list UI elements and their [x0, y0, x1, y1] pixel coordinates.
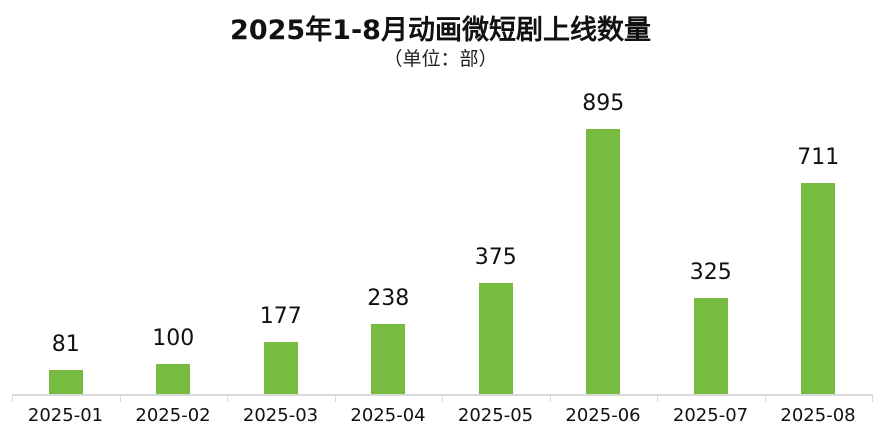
data-label: 711	[797, 145, 840, 170]
bar-2025-08	[801, 183, 836, 394]
x-tick-label: 2025-03	[242, 405, 319, 426]
x-tick-label: 2025-01	[27, 405, 104, 426]
data-label: 325	[689, 260, 732, 285]
x-tick	[657, 394, 658, 402]
data-label: 895	[582, 91, 625, 116]
bar-2025-05	[478, 283, 513, 394]
x-tick-label: 2025-04	[350, 405, 426, 426]
x-tick	[227, 394, 228, 402]
bar-2025-02	[156, 364, 191, 394]
bar-2025-01	[48, 370, 83, 394]
data-label: 238	[367, 286, 410, 311]
x-tick-label: 2025-06	[565, 405, 641, 426]
x-tick	[550, 394, 551, 402]
bar-2025-07	[693, 298, 728, 394]
data-label: 100	[152, 326, 195, 351]
data-label: 375	[474, 245, 517, 270]
x-tick	[872, 394, 873, 402]
x-tick	[120, 394, 121, 402]
x-tick-label: 2025-07	[672, 405, 749, 426]
data-label: 177	[259, 304, 302, 329]
plot-area	[12, 0, 872, 439]
bar-2025-03	[263, 342, 298, 394]
chart-subtitle: （单位：部）	[383, 48, 498, 70]
x-tick	[335, 394, 336, 402]
data-label: 81	[51, 332, 80, 357]
x-tick	[12, 394, 13, 402]
x-tick-label: 2025-05	[457, 405, 534, 426]
x-tick	[442, 394, 443, 402]
bar-2025-06	[586, 129, 621, 394]
bar-2025-04	[371, 324, 406, 394]
chart-title: 2025年1-8月动画微短剧上线数量	[230, 15, 651, 46]
x-tick	[765, 394, 766, 402]
x-tick-label: 2025-02	[135, 405, 211, 426]
x-tick-label: 2025-08	[780, 405, 856, 426]
